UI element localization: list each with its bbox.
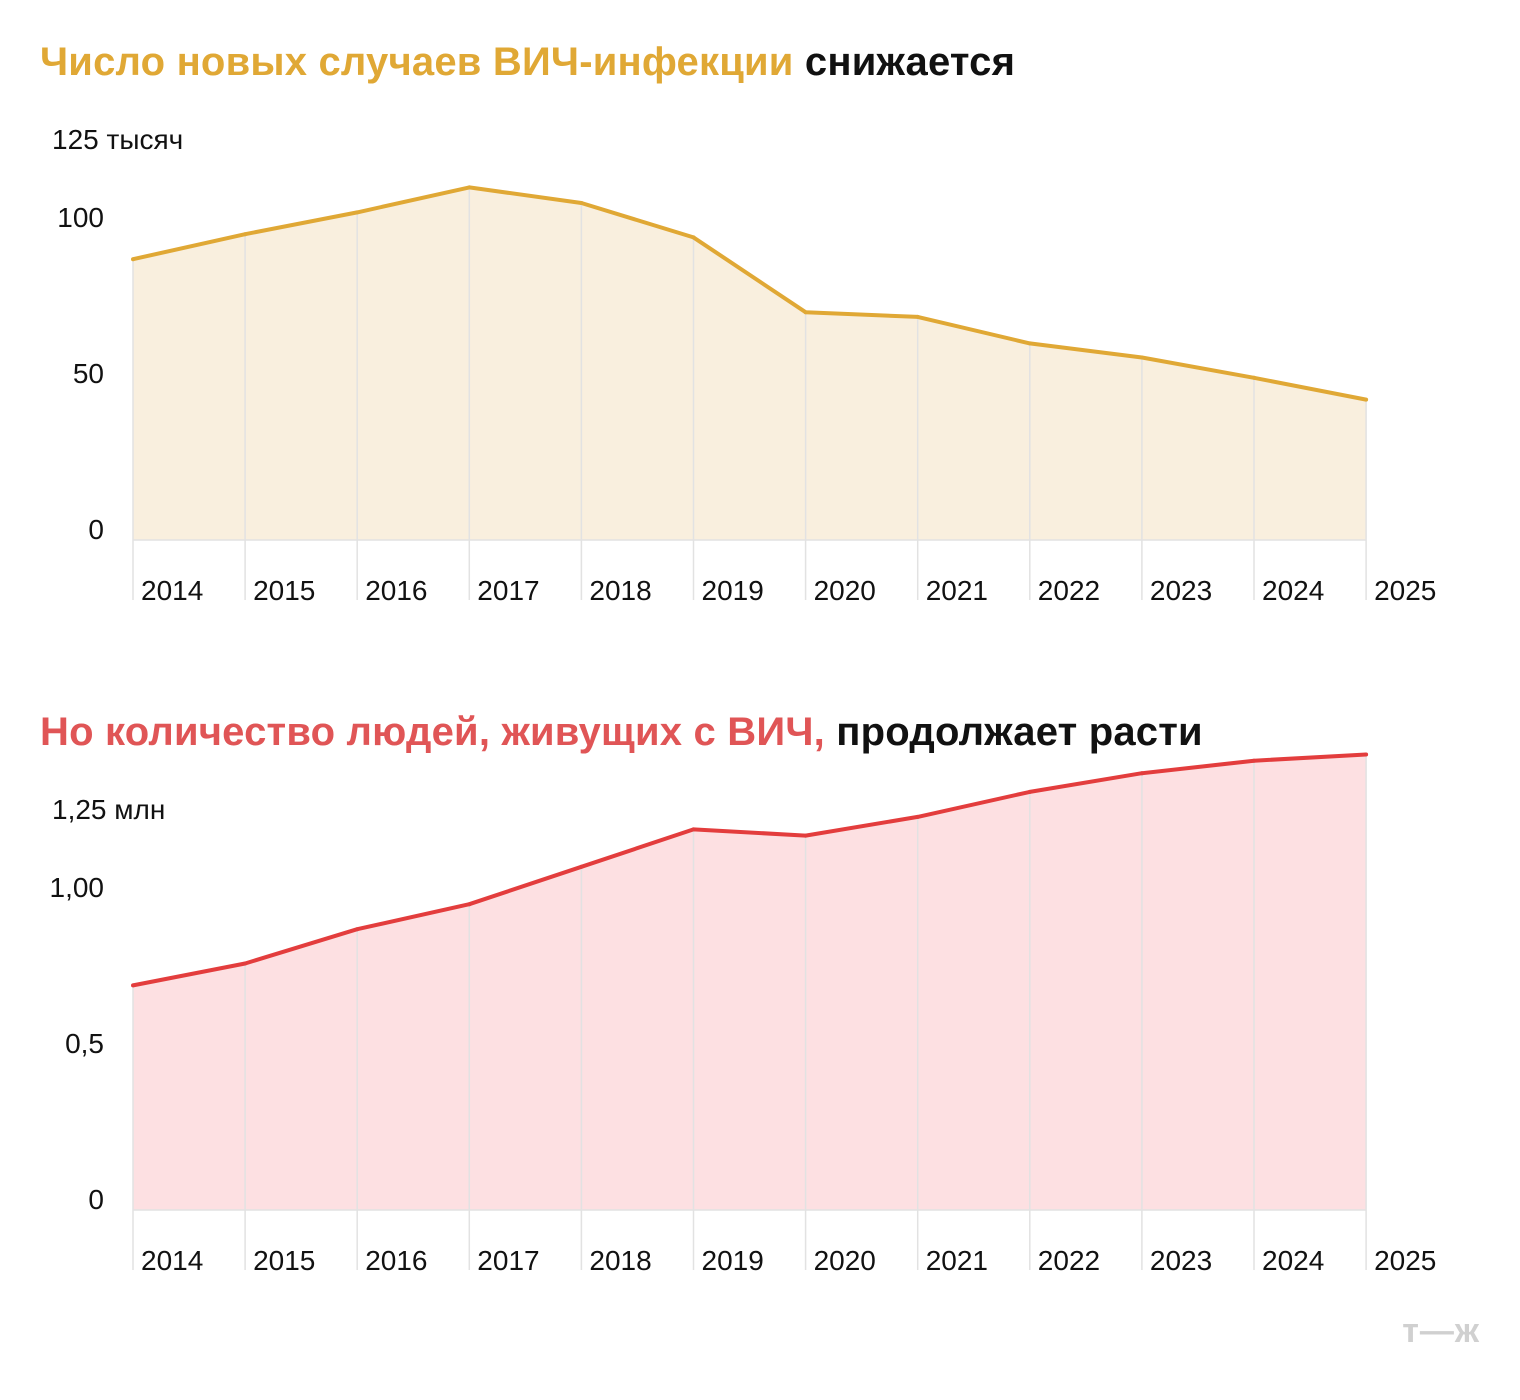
chart1-point-2015 — [243, 232, 248, 237]
chart1-point-2018 — [579, 201, 584, 205]
chart1-xtick-label: 2019 — [702, 575, 764, 606]
chart2-xtick-label: 2018 — [589, 1245, 651, 1276]
chart2-point-2017 — [467, 902, 472, 907]
chart2-xtick-label: 2023 — [1150, 1245, 1212, 1276]
chart1-point-2016 — [355, 210, 360, 215]
brand-logo: т—ж — [1402, 1312, 1480, 1350]
chart2-xtick-label: 2024 — [1262, 1245, 1324, 1276]
chart1-xtick-label: 2020 — [814, 575, 876, 606]
chart1-point-2017 — [467, 185, 472, 190]
chart2-ytick-label: 1,00 — [50, 872, 105, 903]
chart2-point-2019 — [691, 827, 696, 832]
chart2-point-2014 — [131, 983, 135, 988]
chart1-point-2024 — [1252, 375, 1256, 380]
chart1-xtick-label: 2021 — [926, 575, 988, 606]
chart1-title-rest: снижается — [793, 40, 1016, 84]
chart2-point-2015 — [243, 961, 248, 966]
chart1-point-2025 — [1364, 397, 1369, 402]
chart1-point-2021 — [915, 314, 920, 319]
chart2-xtick-label: 2014 — [141, 1245, 203, 1276]
chart2-point-2025 — [1364, 752, 1369, 757]
chart2-xtick-label: 2019 — [702, 1245, 764, 1276]
chart2-ytick-label: 0 — [88, 1184, 104, 1215]
chart1-point-2020 — [803, 310, 808, 315]
chart1-point-2014 — [131, 257, 135, 262]
chart2-point-2021 — [915, 814, 920, 819]
chart2-title-rest: продолжает расти — [824, 710, 1203, 754]
chart1-xtick-label: 2023 — [1150, 575, 1212, 606]
chart1-ytick-label: 50 — [73, 358, 104, 389]
chart1-xtick-label: 2025 — [1374, 575, 1436, 606]
chart1-point-2022 — [1027, 341, 1032, 346]
chart2-series-line — [132, 752, 1367, 988]
chart2-xtick-label: 2017 — [477, 1245, 539, 1276]
chart1-new-cases: 125 тысяч 100 50 0 2014 2015 2016 2017 2018 2019 2… — [52, 124, 1436, 606]
chart2-area-fill — [133, 754, 1367, 1210]
chart1-title: Число новых случаев ВИЧ-инфекции снижает… — [40, 40, 1015, 85]
chart2-point-2024 — [1252, 758, 1256, 763]
chart2-point-2023 — [1139, 771, 1144, 776]
chart2-title: Но количество людей, живущих с ВИЧ, прод… — [40, 710, 1203, 755]
chart1-xtick-label: 2015 — [253, 575, 315, 606]
chart1-ytick-label: 0 — [88, 514, 104, 545]
chart2-point-2022 — [1027, 789, 1032, 794]
chart2-point-2016 — [355, 927, 360, 932]
chart2-point-2020 — [803, 833, 808, 838]
chart1-xtick-label: 2014 — [141, 575, 203, 606]
chart1-point-2023 — [1139, 355, 1144, 360]
chart1-ytick-label: 100 — [57, 202, 104, 233]
chart1-xtick-label: 2022 — [1038, 575, 1100, 606]
chart1-xtick-label: 2016 — [365, 575, 427, 606]
chart1-xtick-label: 2018 — [589, 575, 651, 606]
chart2-ytick-label: 0,5 — [65, 1028, 104, 1059]
chart2-xtick-label: 2020 — [814, 1245, 876, 1276]
chart2-title-colored: Но количество людей, живущих с ВИЧ, — [40, 710, 825, 754]
chart2-unit-label: 1,25 млн — [52, 794, 165, 825]
chart2-people-living: 1,25 млн 1,00 0,5 0 2014 2015 2016 2017 2018 2019… — [50, 752, 1436, 1276]
chart2-xtick-label: 2016 — [365, 1245, 427, 1276]
chart2-xtick-label: 2025 — [1374, 1245, 1436, 1276]
chart1-point-2019 — [691, 235, 696, 240]
chart2-point-2018 — [579, 864, 584, 869]
chart2-xtick-label: 2015 — [253, 1245, 315, 1276]
chart1-xtick-label: 2017 — [477, 575, 539, 606]
chart2-xtick-label: 2022 — [1038, 1245, 1100, 1276]
chart1-xtick-label: 2024 — [1262, 575, 1324, 606]
chart1-series-line — [132, 185, 1367, 402]
chart1-area-fill — [133, 187, 1367, 540]
chart1-unit-label: 125 тысяч — [52, 124, 183, 155]
chart2-xtick-label: 2021 — [926, 1245, 988, 1276]
chart1-title-colored: Число новых случаев ВИЧ-инфекции — [40, 40, 794, 84]
